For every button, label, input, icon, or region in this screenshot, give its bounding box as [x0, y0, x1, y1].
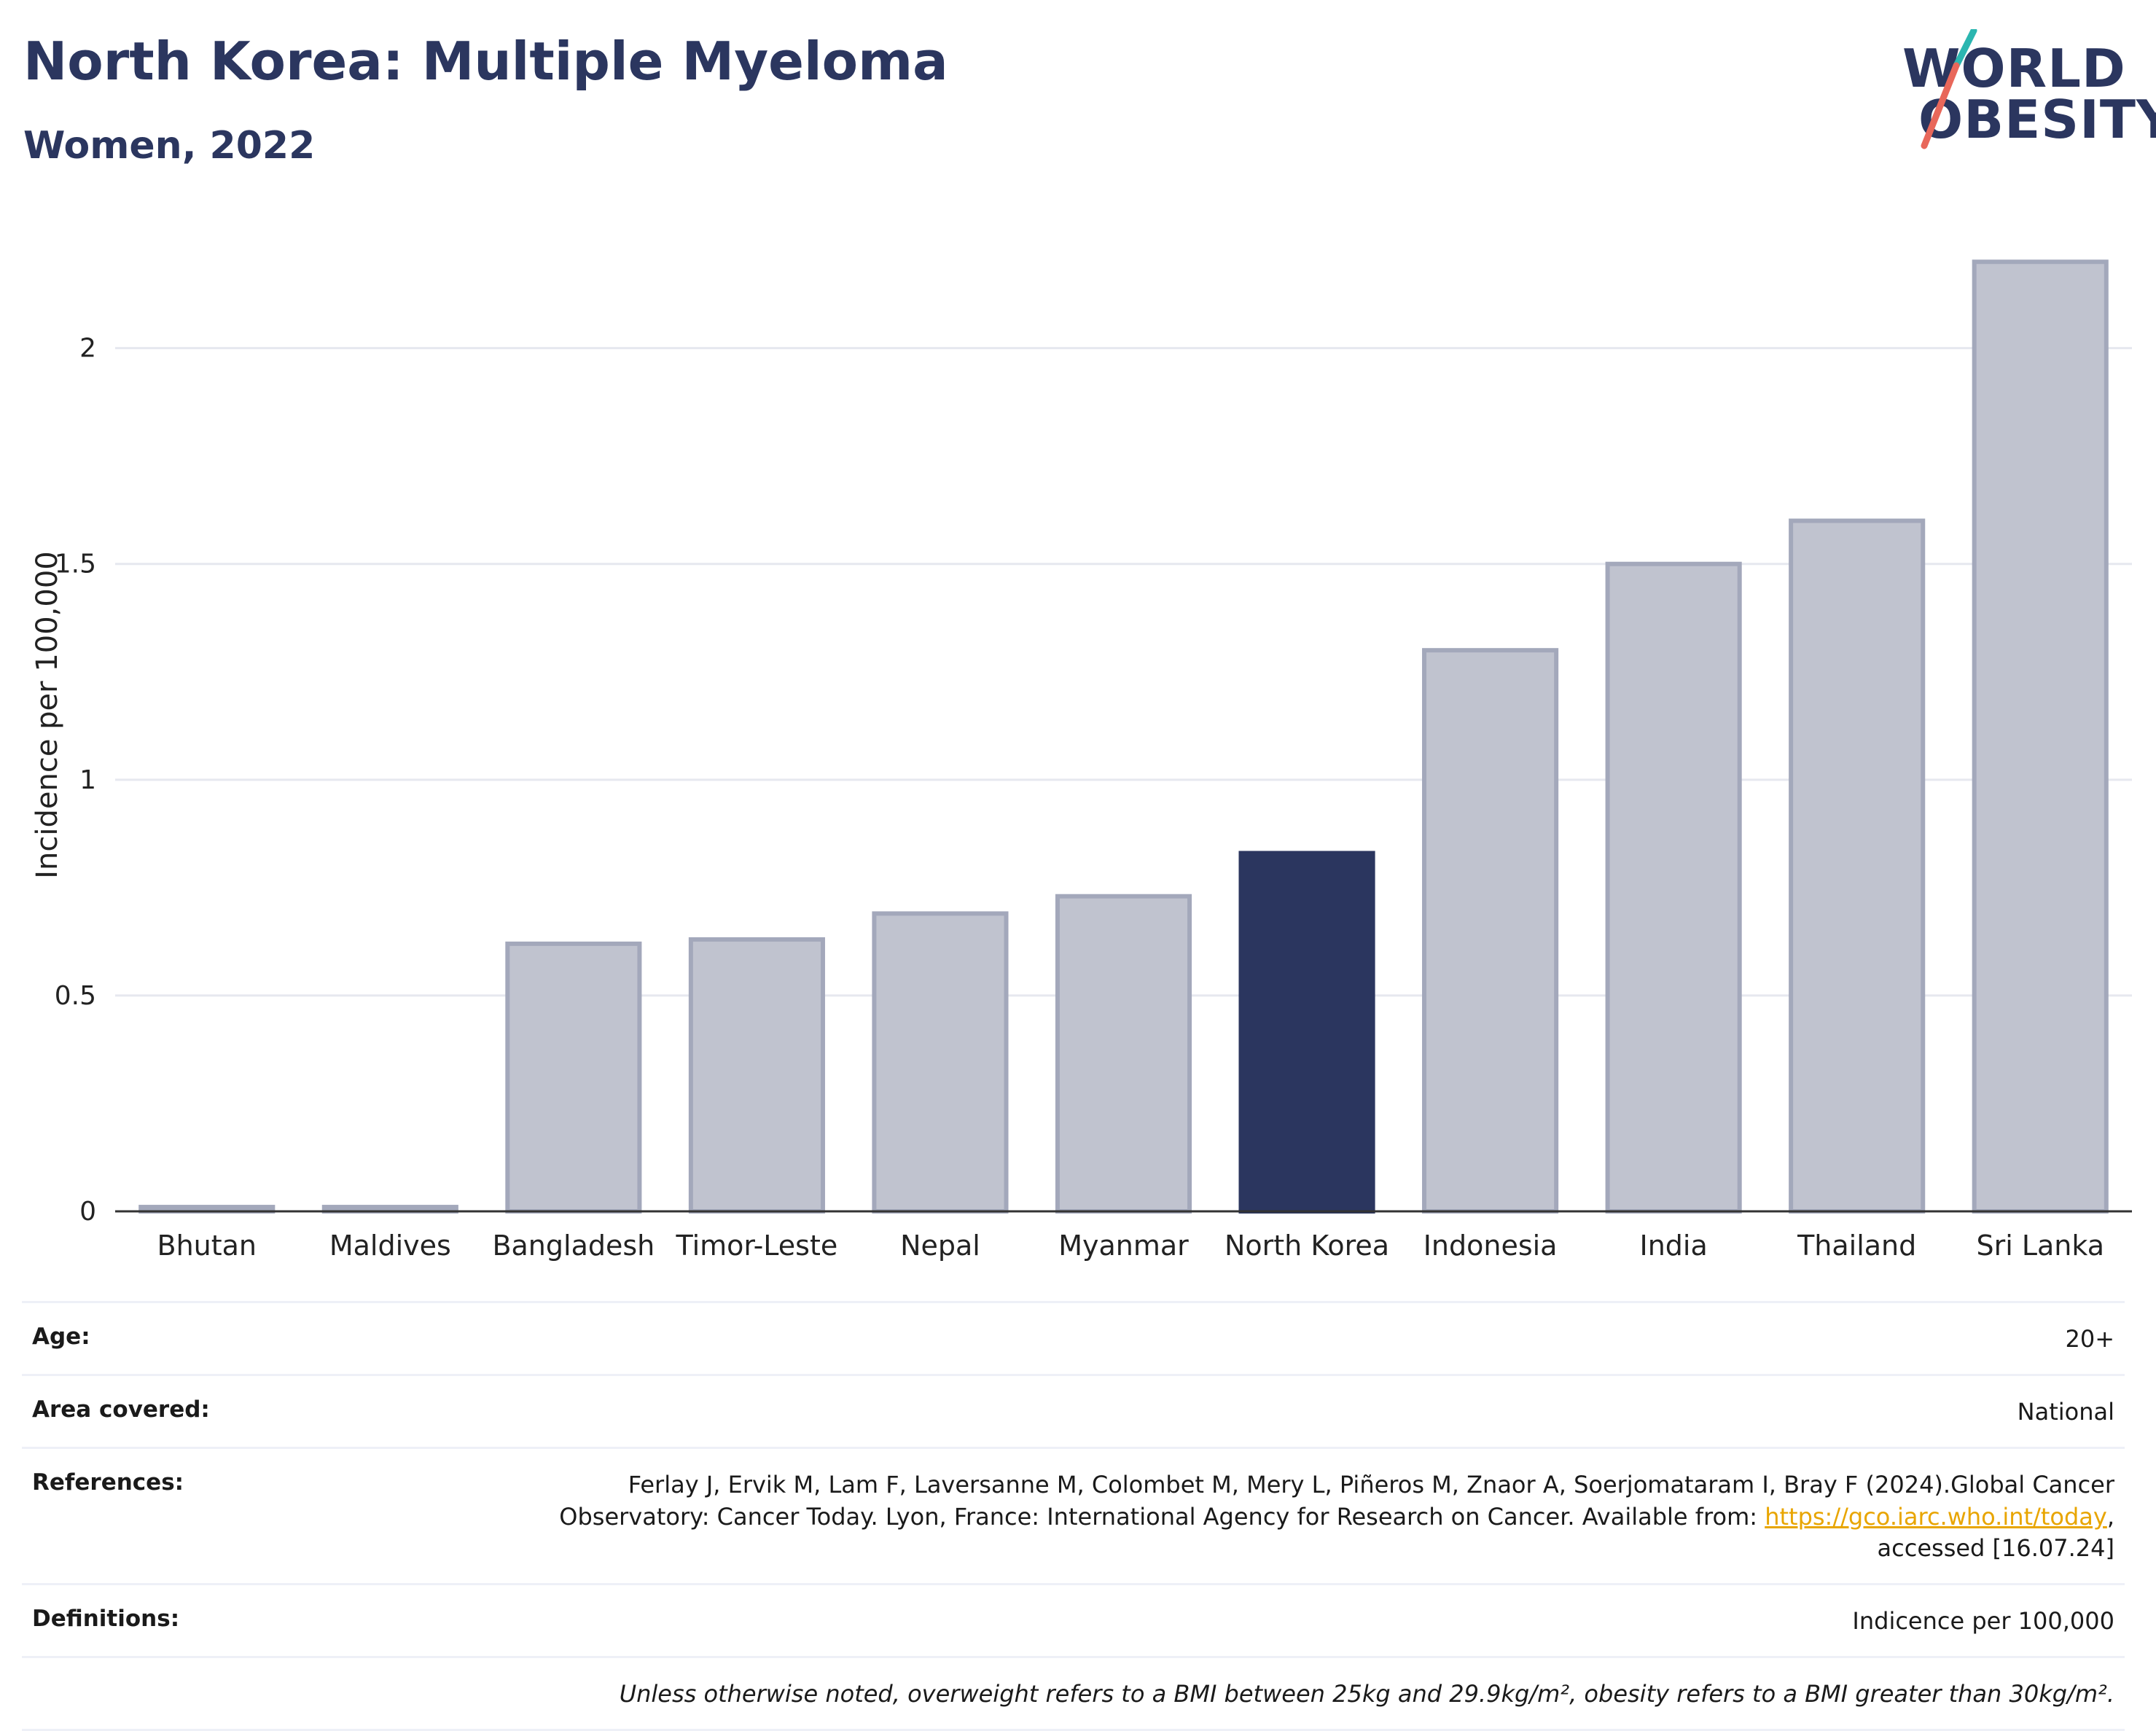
meta-row-footnote: Unless otherwise noted, overweight refer… — [22, 1656, 2125, 1731]
meta-label-definitions: Definitions: — [32, 1605, 180, 1632]
meta-value-references: Ferlay J, Ervik M, Lam F, Laversanne M, … — [559, 1469, 2114, 1564]
meta-row-area: Area covered: National — [22, 1374, 2125, 1447]
x-tick-label: Thailand — [1797, 1230, 1916, 1261]
logo-line1: WORLD — [1902, 38, 2126, 99]
bar — [505, 941, 642, 1214]
meta-row-definitions: Definitions: Indicence per 100,000 — [22, 1582, 2125, 1656]
bar — [1972, 259, 2109, 1214]
bar — [1055, 894, 1192, 1214]
x-tick-label: Myanmar — [1058, 1230, 1189, 1261]
reference-line2: Observatory: Cancer Today. Lyon, France:… — [559, 1502, 1765, 1531]
bar-chart: 0 0.5 1 1.5 2 Incidence per 100,000 Bhutan Mald… — [31, 259, 2132, 1261]
x-tick-label: Bhutan — [157, 1230, 257, 1261]
meta-row-age: Age: 20+ — [22, 1301, 2125, 1374]
reference-line3: accessed [16.07.24] — [1877, 1533, 2114, 1562]
y-tick-label: 2 — [79, 334, 96, 364]
reference-line1: Ferlay J, Ervik M, Lam F, Laversanne M, … — [628, 1471, 2114, 1499]
x-tick-label: North Korea — [1225, 1230, 1389, 1261]
meta-value-definitions: Indicence per 100,000 — [1852, 1606, 2114, 1635]
reference-line2-post: , — [2106, 1502, 2114, 1531]
x-tick-label: Maldives — [329, 1230, 451, 1261]
page-subtitle: Women, 2022 — [23, 124, 316, 168]
y-tick-label: 1 — [79, 765, 96, 795]
world-obesity-logo: WORLD OBESITY — [1902, 29, 2156, 153]
meta-label-age: Age: — [32, 1324, 90, 1350]
meta-label-references: References: — [32, 1469, 184, 1496]
bar — [872, 911, 1009, 1214]
x-tick-label: Nepal — [900, 1230, 980, 1261]
bar — [1238, 851, 1375, 1214]
x-tick-label: Sri Lanka — [1976, 1230, 2104, 1261]
meta-value-area: National — [2017, 1398, 2114, 1426]
y-tick-label: 0 — [79, 1197, 96, 1227]
y-axis-label: Incidence per 100,000 — [31, 551, 64, 879]
meta-value-age: 20+ — [2065, 1325, 2114, 1353]
logo-line2: OBESITY — [1918, 89, 2156, 150]
x-tick-label: Bangladesh — [492, 1230, 655, 1261]
meta-footnote: Unless otherwise noted, overweight refer… — [619, 1680, 2114, 1708]
x-tick-label: India — [1640, 1230, 1708, 1261]
bar — [1605, 561, 1742, 1214]
x-tick-label: Indonesia — [1423, 1230, 1558, 1261]
meta-row-references: References: Ferlay J, Ervik M, Lam F, La… — [22, 1447, 2125, 1583]
meta-label-area: Area covered: — [32, 1396, 210, 1423]
reference-link[interactable]: https://gco.iarc.who.int/today — [1765, 1502, 2107, 1531]
page-title: North Korea: Multiple Myeloma — [23, 31, 948, 92]
y-tick-label: 0.5 — [55, 981, 96, 1011]
x-tick-label: Timor-Leste — [676, 1230, 838, 1261]
bar — [688, 937, 825, 1214]
logo-slash-icon — [1921, 29, 1977, 149]
bar — [1422, 648, 1559, 1214]
metadata-table: Age: 20+ Area covered: National Referenc… — [22, 1301, 2125, 1731]
bar — [1789, 518, 1926, 1214]
y-tick-label: 1.5 — [55, 550, 96, 579]
